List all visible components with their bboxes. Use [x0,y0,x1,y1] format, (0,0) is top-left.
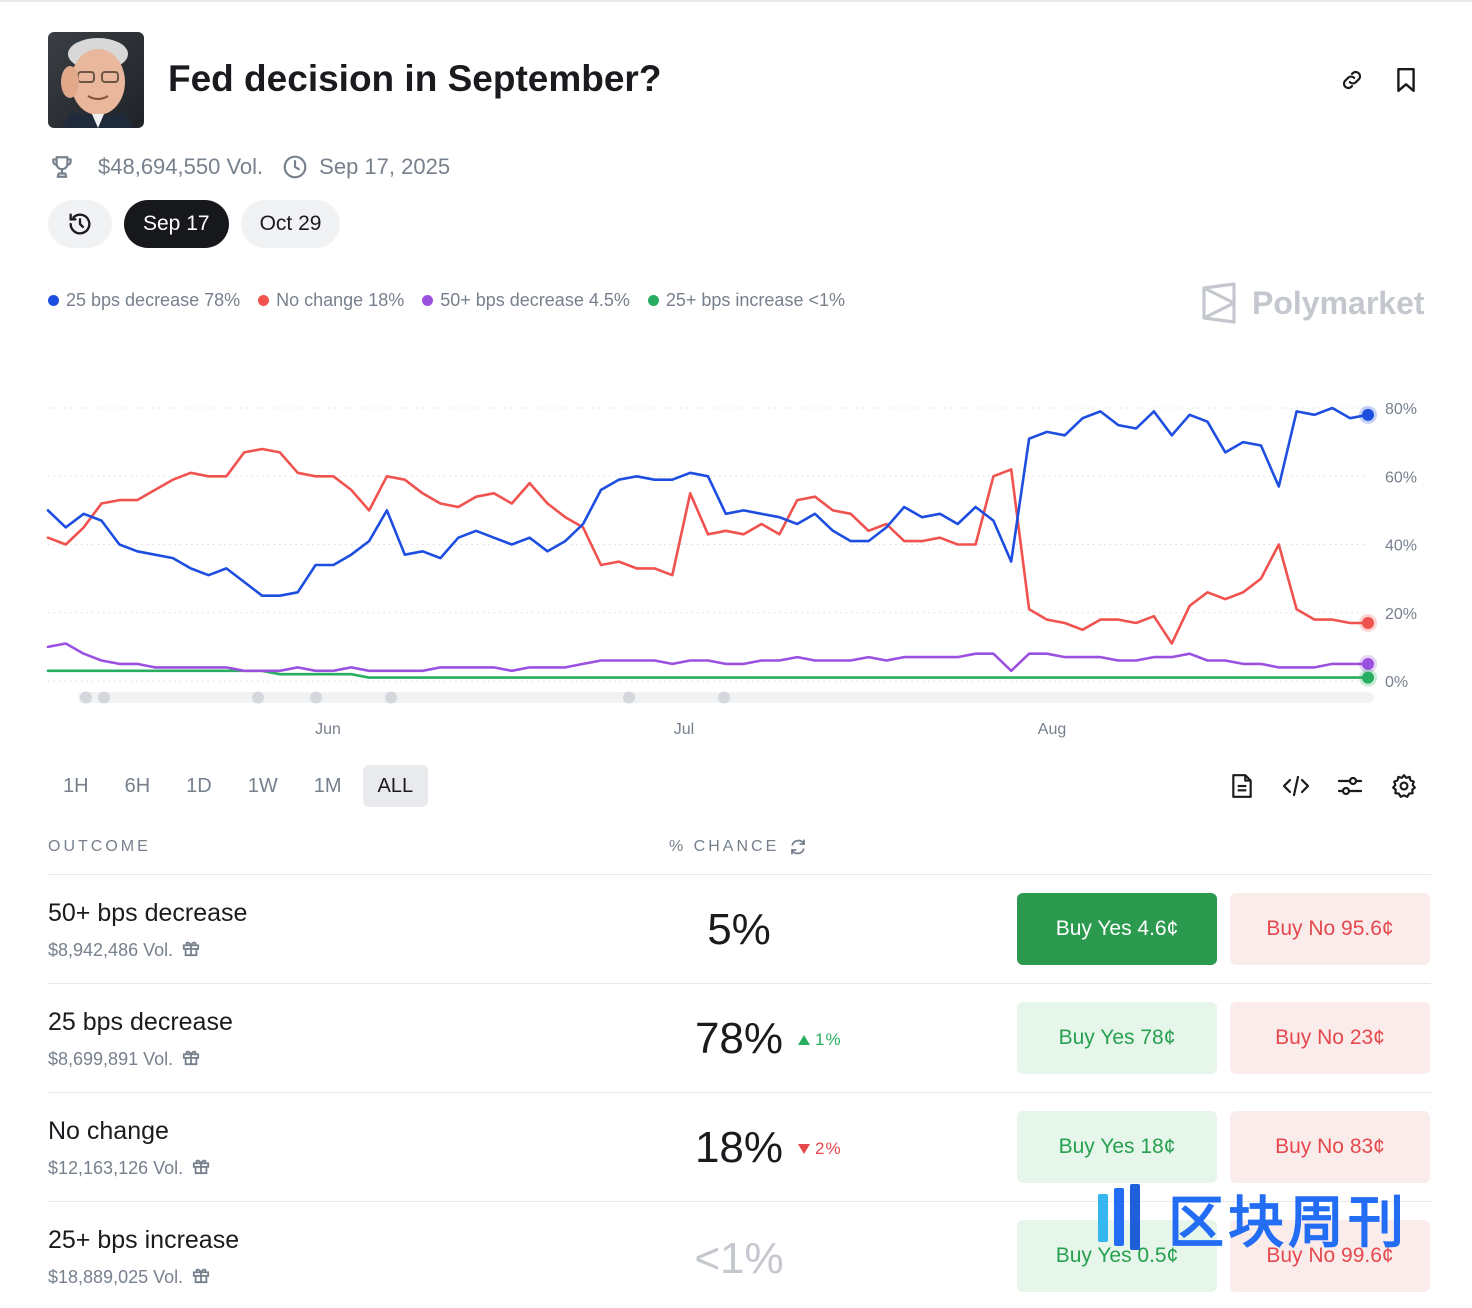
x-tick-label: Jun [315,721,341,738]
clock-icon [281,153,309,181]
event-title: Fed decision in September? [168,58,662,99]
time-range-selector: 1H 6H 1D 1W 1M ALL [48,765,429,807]
triangle-up-icon [798,1035,810,1045]
legend-item: No change 18% [258,290,404,311]
row-divider [48,983,1431,984]
chance-change-down: 2% [798,1139,842,1159]
refresh-icon [791,839,806,855]
timeline-marker [623,691,635,704]
timeline-marker [80,691,92,704]
outcome-name: 25+ bps increase [48,1226,240,1254]
range-1d[interactable]: 1D [186,774,212,797]
gift-icon [192,1266,210,1289]
gift-icon [182,939,200,962]
top-divider [0,0,1472,2]
watermark-logo-icon [1098,1183,1140,1250]
document-icon[interactable] [1226,770,1258,802]
y-tick-label: 80% [1385,401,1417,418]
series-endpoint [1362,671,1374,684]
outcome-name: 50+ bps decrease [48,899,248,927]
series-endpoint [1362,657,1374,670]
range-6h[interactable]: 6H [124,774,151,797]
range-1w[interactable]: 1W [247,774,278,797]
y-tick-label: 20% [1385,606,1417,623]
event-header: Fed decision in September? [48,32,1428,128]
chip-sep-17[interactable]: Sep 17 [124,200,229,248]
chip-oct-29[interactable]: Oct 29 [240,200,341,248]
buy-yes-button[interactable]: Buy Yes 4.6¢ [1017,893,1217,965]
outcome-row: 50+ bps decrease $8,942,486 Vol. 5% Buy … [48,875,1431,983]
event-date: Sep 17, 2025 [319,154,451,179]
outcome-chance: 5% [707,905,771,954]
chance-change-up: 1% [798,1030,842,1050]
event-volume: $48,694,550 Vol. [98,154,264,179]
outcome-row: No change $12,163,126 Vol. 18% 2% Buy Ye… [48,1093,1431,1201]
chart-legend: 25 bps decrease 78% No change 18% 50+ bp… [48,290,863,311]
x-tick-label: Jul [674,721,694,738]
series-line [46,642,1370,673]
series-endpoint [1362,408,1374,421]
price-chart[interactable]: 80% 60% 40% 20% 0% Jun Jul Aug [0,390,1472,750]
chart-tools [1226,770,1420,802]
embed-code-icon[interactable] [1280,770,1312,802]
event-meta: $48,694,550 Vol. Sep 17, 2025 [48,150,450,184]
range-all[interactable]: ALL [362,765,429,807]
triangle-down-icon [798,1144,810,1154]
gift-icon [192,1157,210,1180]
outcome-chance: <1% [694,1234,784,1283]
outcome-row: 25 bps decrease $8,699,891 Vol. 78% 1% B… [48,984,1431,1092]
range-1m[interactable]: 1M [313,774,342,797]
timeline-marker [385,691,397,704]
event-avatar [48,32,144,128]
timeline-marker [98,691,110,704]
buy-no-button[interactable]: Buy No 99.6¢ [1230,1220,1430,1292]
buy-no-button[interactable]: Buy No 95.6¢ [1230,893,1430,965]
watermark: 区块周刊 [1094,1178,1408,1259]
legend-item: 50+ bps decrease 4.5% [422,290,630,311]
settings-gear-icon[interactable] [1388,770,1420,802]
series-line [46,406,1370,597]
date-chips: Sep 17 Oct 29 [48,200,341,248]
outcome-volume: $8,942,486 Vol. [48,939,200,962]
buy-yes-button[interactable]: Buy Yes 18¢ [1017,1111,1217,1183]
polymarket-logo: Polymarket [1200,282,1425,324]
timeline-marker [718,691,730,704]
y-tick-label: 60% [1385,469,1417,486]
series-line [46,447,1370,645]
range-1h[interactable]: 1H [63,774,89,797]
outcome-name: No change [48,1117,169,1145]
buy-no-button[interactable]: Buy No 83¢ [1230,1111,1430,1183]
outcome-chance: 78% [694,1014,784,1063]
series-endpoint [1362,616,1374,629]
buy-yes-button[interactable]: Buy Yes 78¢ [1017,1002,1217,1074]
polymarket-logo-icon [1202,282,1236,324]
timeline-marker [310,691,322,704]
bookmark-icon[interactable] [1392,66,1420,94]
history-icon [69,213,91,235]
legend-item: 25 bps decrease 78% [48,290,240,311]
history-chip[interactable] [48,200,112,248]
filter-sliders-icon[interactable] [1334,770,1366,802]
outcome-volume: $18,889,025 Vol. [48,1266,210,1289]
gift-icon [182,1048,200,1071]
trophy-icon [48,153,76,181]
table-divider [48,874,1431,875]
outcome-chance: 18% [694,1123,784,1172]
legend-item: 25+ bps increase <1% [647,290,845,311]
outcome-name: 25 bps decrease [48,1008,233,1036]
outcome-volume: $8,699,891 Vol. [48,1048,200,1071]
outcome-header: OUTCOME [48,838,151,855]
outcome-volume: $12,163,126 Vol. [48,1157,210,1180]
chance-header: % CHANCE [669,838,807,856]
x-tick-label: Aug [1038,721,1066,738]
row-divider [48,1201,1431,1202]
y-tick-label: 0% [1385,674,1408,691]
buy-no-button[interactable]: Buy No 23¢ [1230,1002,1430,1074]
timeline-marker [252,691,264,704]
y-tick-label: 40% [1385,538,1417,555]
row-divider [48,1092,1431,1093]
link-icon[interactable] [1338,66,1366,94]
